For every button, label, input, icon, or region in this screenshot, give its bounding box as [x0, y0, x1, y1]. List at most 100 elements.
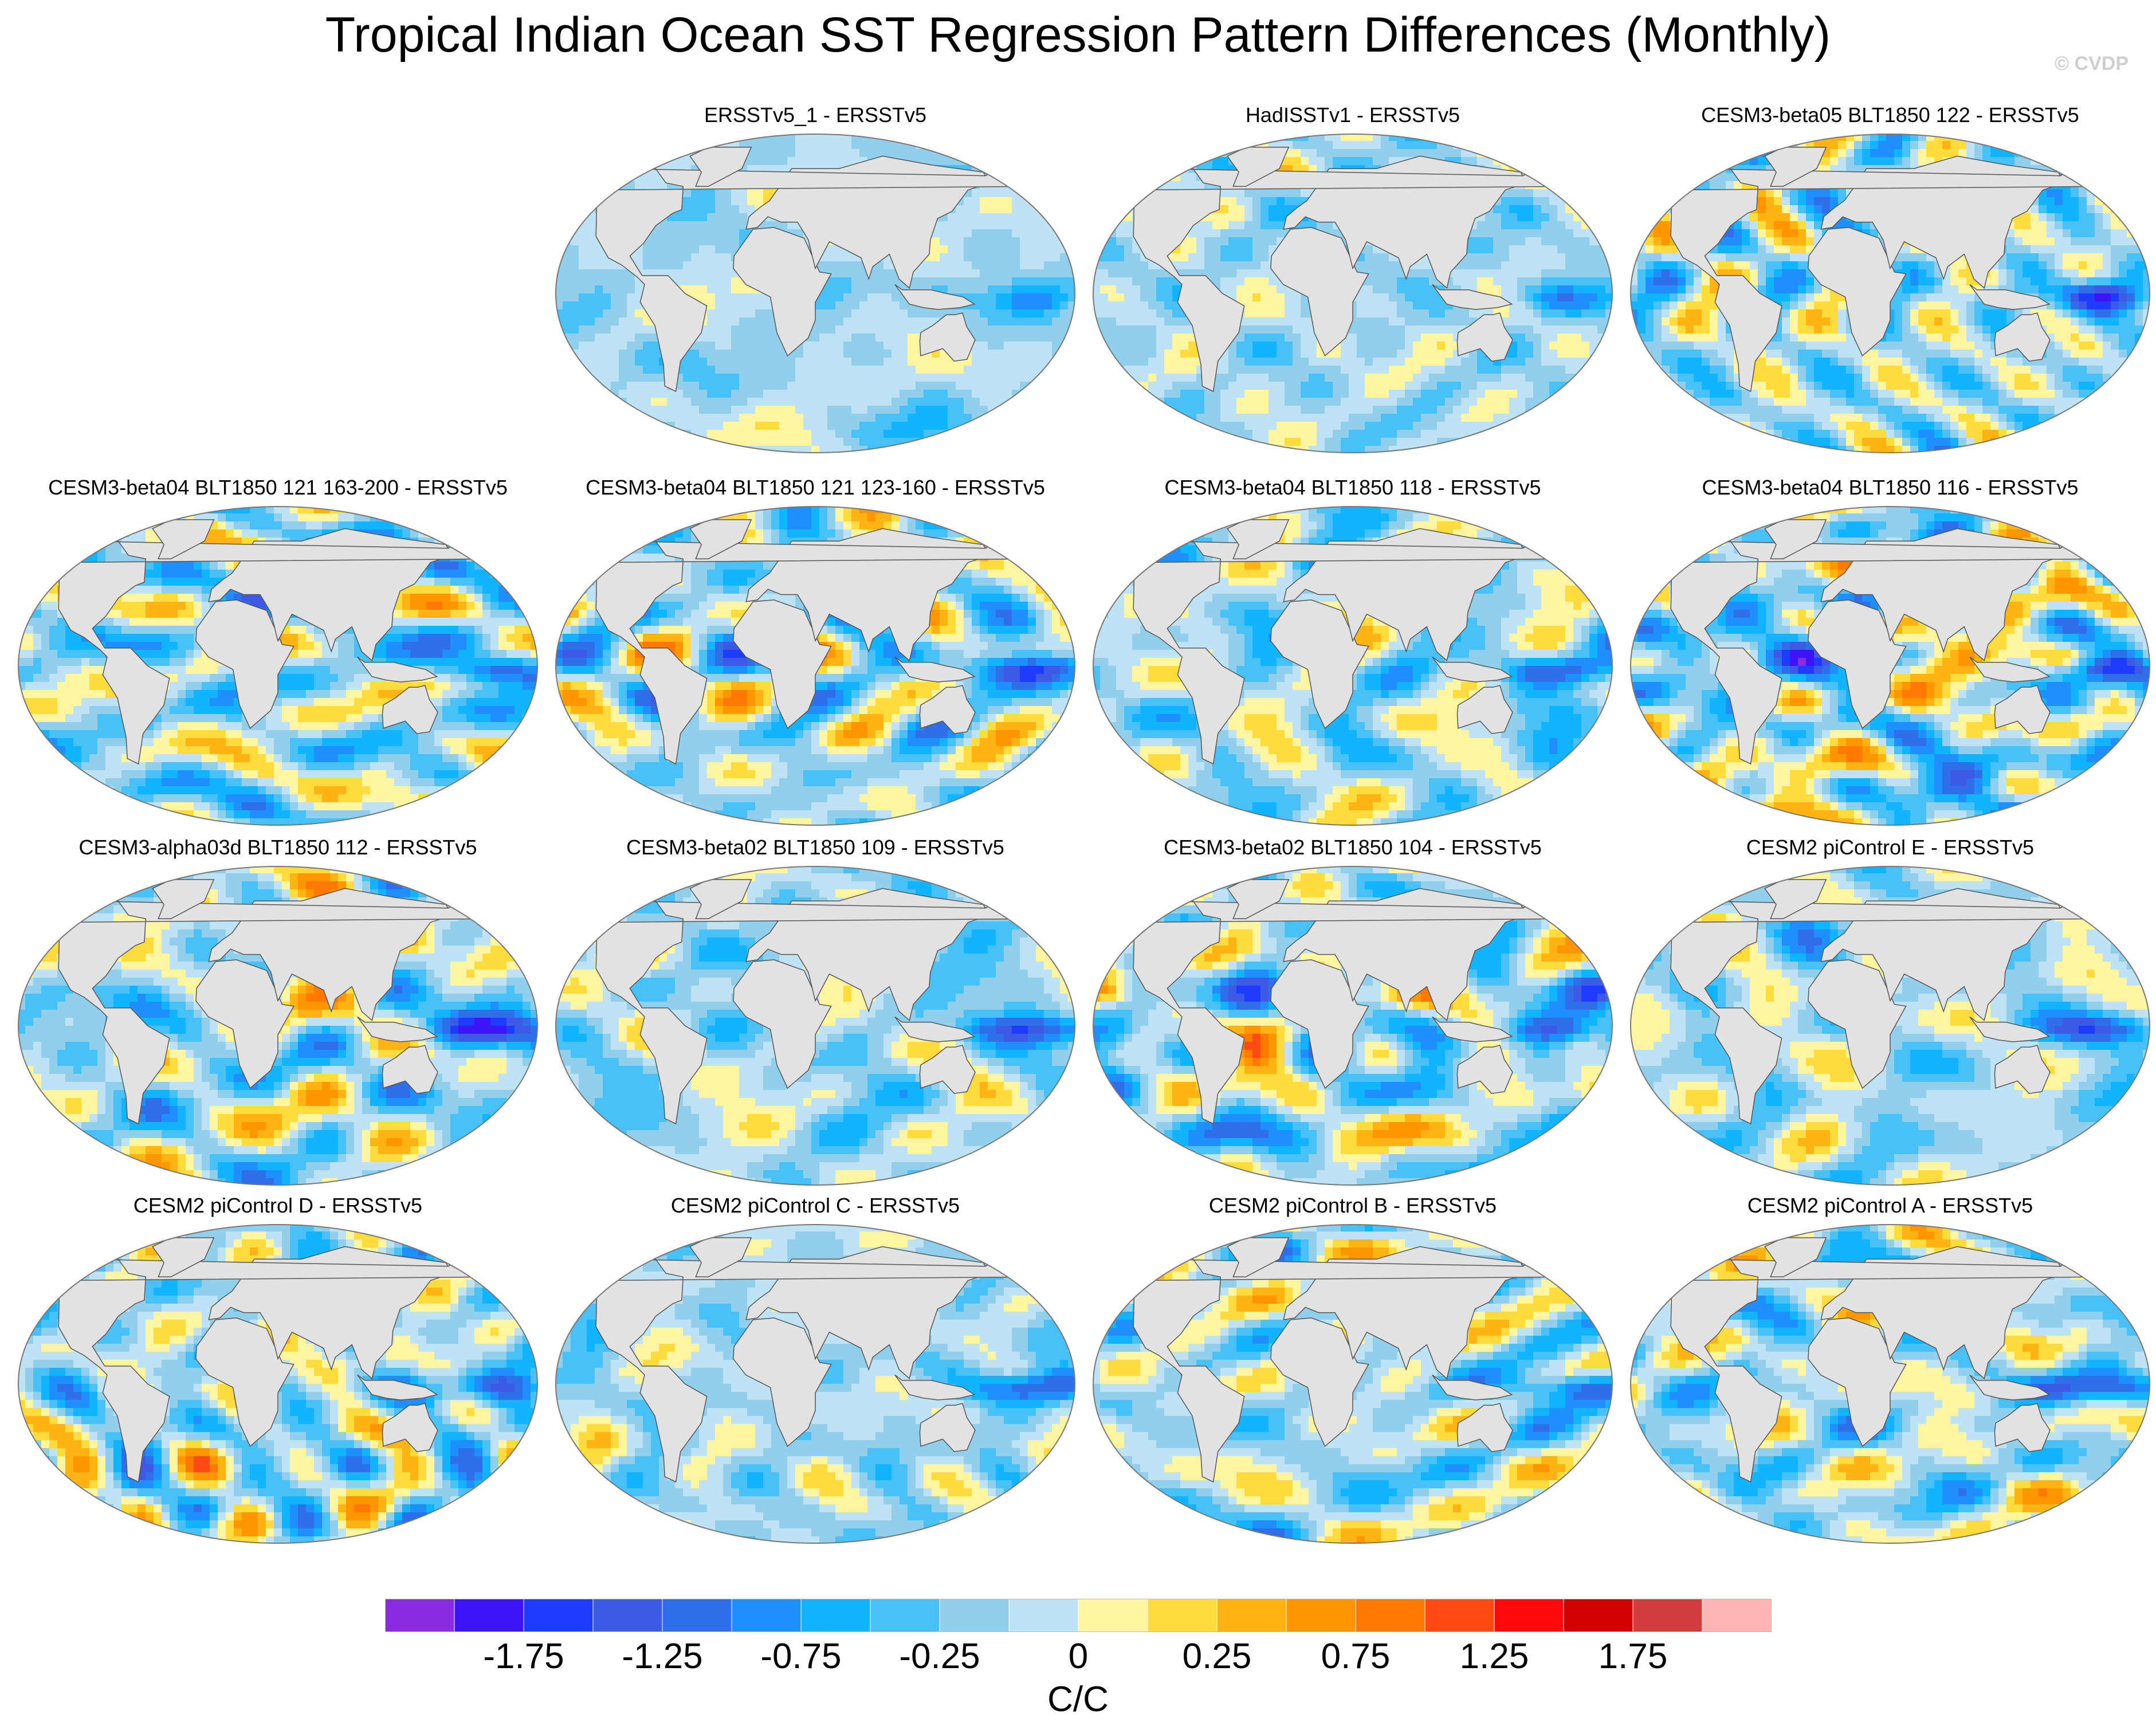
field-cell — [867, 374, 876, 382]
field-cell — [1164, 181, 1173, 190]
field-cell — [1124, 245, 1133, 254]
field-cell — [1012, 325, 1020, 334]
field-cell — [1116, 277, 1125, 286]
field-cell — [1012, 406, 1020, 414]
field-cell — [1124, 213, 1133, 222]
field-cell — [1581, 261, 1590, 270]
field-cell — [1573, 301, 1582, 310]
field-cell — [1116, 205, 1125, 214]
field-cell — [795, 374, 804, 382]
field-cell — [659, 438, 667, 446]
field-cell — [779, 406, 788, 414]
field-cell — [571, 334, 579, 342]
field-cell — [1461, 398, 1470, 406]
field-cell — [1028, 358, 1036, 366]
field-cell — [571, 141, 579, 150]
field-cell — [940, 253, 948, 262]
field-cell — [1549, 141, 1558, 150]
field-cell — [883, 334, 892, 342]
field-cell — [827, 358, 836, 366]
field-cell — [875, 277, 884, 286]
field-cell — [1236, 213, 1245, 222]
field-cell — [1525, 165, 1534, 174]
field-cell — [1541, 366, 1550, 374]
field-cell — [1004, 157, 1012, 166]
field-cell — [1509, 221, 1518, 230]
field-cell — [1172, 157, 1181, 166]
field-cell — [1373, 358, 1381, 366]
field-cell — [1188, 382, 1197, 390]
field-cell — [1236, 422, 1245, 430]
field-cell — [1477, 253, 1486, 262]
field-cell — [827, 149, 836, 158]
field-cell — [595, 342, 603, 350]
field-cell — [1124, 229, 1133, 238]
field-cell — [723, 390, 732, 398]
field-cell — [731, 350, 740, 358]
field-cell — [1132, 358, 1141, 366]
field-cell — [811, 334, 820, 342]
field-cell — [1437, 141, 1446, 150]
field-cell — [1093, 229, 1101, 238]
field-cell — [1124, 317, 1133, 326]
field-cell — [1244, 293, 1253, 302]
field-cell — [611, 350, 619, 358]
field-cell — [1108, 149, 1117, 158]
field-cell — [835, 422, 844, 430]
field-cell — [643, 382, 651, 390]
field-cell — [1100, 382, 1109, 390]
field-cell — [1060, 342, 1069, 350]
field-cell — [940, 374, 948, 382]
field-cell — [1028, 189, 1036, 198]
field-cell — [699, 285, 708, 294]
field-cell — [1589, 406, 1598, 414]
field-cell — [683, 245, 692, 254]
field-cell — [699, 293, 708, 302]
field-cell — [556, 358, 563, 366]
field-cell — [563, 422, 571, 430]
field-cell — [1068, 366, 1075, 374]
field-cell — [627, 149, 635, 158]
field-cell — [707, 237, 716, 246]
field-cell — [835, 342, 844, 350]
field-cell — [1020, 285, 1028, 294]
field-cell — [1413, 406, 1421, 414]
field-cell — [1309, 406, 1317, 414]
field-cell — [1108, 422, 1117, 430]
field-cell — [635, 374, 643, 382]
field-cell — [1100, 285, 1109, 294]
field-cell — [683, 285, 692, 294]
field-cell — [1004, 325, 1012, 334]
field-cell — [1140, 277, 1149, 286]
field-cell — [707, 245, 716, 254]
field-cell — [1236, 253, 1245, 262]
field-cell — [972, 350, 980, 358]
field-cell — [587, 269, 595, 278]
field-cell — [1525, 293, 1534, 302]
field-cell — [819, 430, 828, 438]
field-cell — [1220, 205, 1229, 214]
field-cell — [595, 181, 603, 190]
field-cell — [1293, 366, 1301, 374]
field-cell — [908, 366, 916, 374]
field-cell — [1365, 366, 1373, 374]
field-cell — [1589, 398, 1598, 406]
field-cell — [1517, 229, 1526, 238]
field-cell — [1405, 398, 1413, 406]
field-cell — [763, 189, 772, 198]
field-cell — [675, 398, 684, 406]
field-cell — [1525, 229, 1534, 238]
field-cell — [1188, 181, 1197, 190]
field-cell — [699, 350, 708, 358]
field-cell — [980, 229, 988, 238]
field-cell — [619, 430, 627, 438]
field-cell — [731, 325, 740, 334]
field-cell — [1533, 390, 1542, 398]
field-cell — [1012, 141, 1020, 150]
field-cell — [1533, 149, 1542, 158]
field-cell — [988, 414, 996, 422]
field-cell — [1140, 285, 1149, 294]
field-cell — [556, 366, 563, 374]
field-cell — [675, 245, 684, 254]
field-cell — [1132, 350, 1141, 358]
